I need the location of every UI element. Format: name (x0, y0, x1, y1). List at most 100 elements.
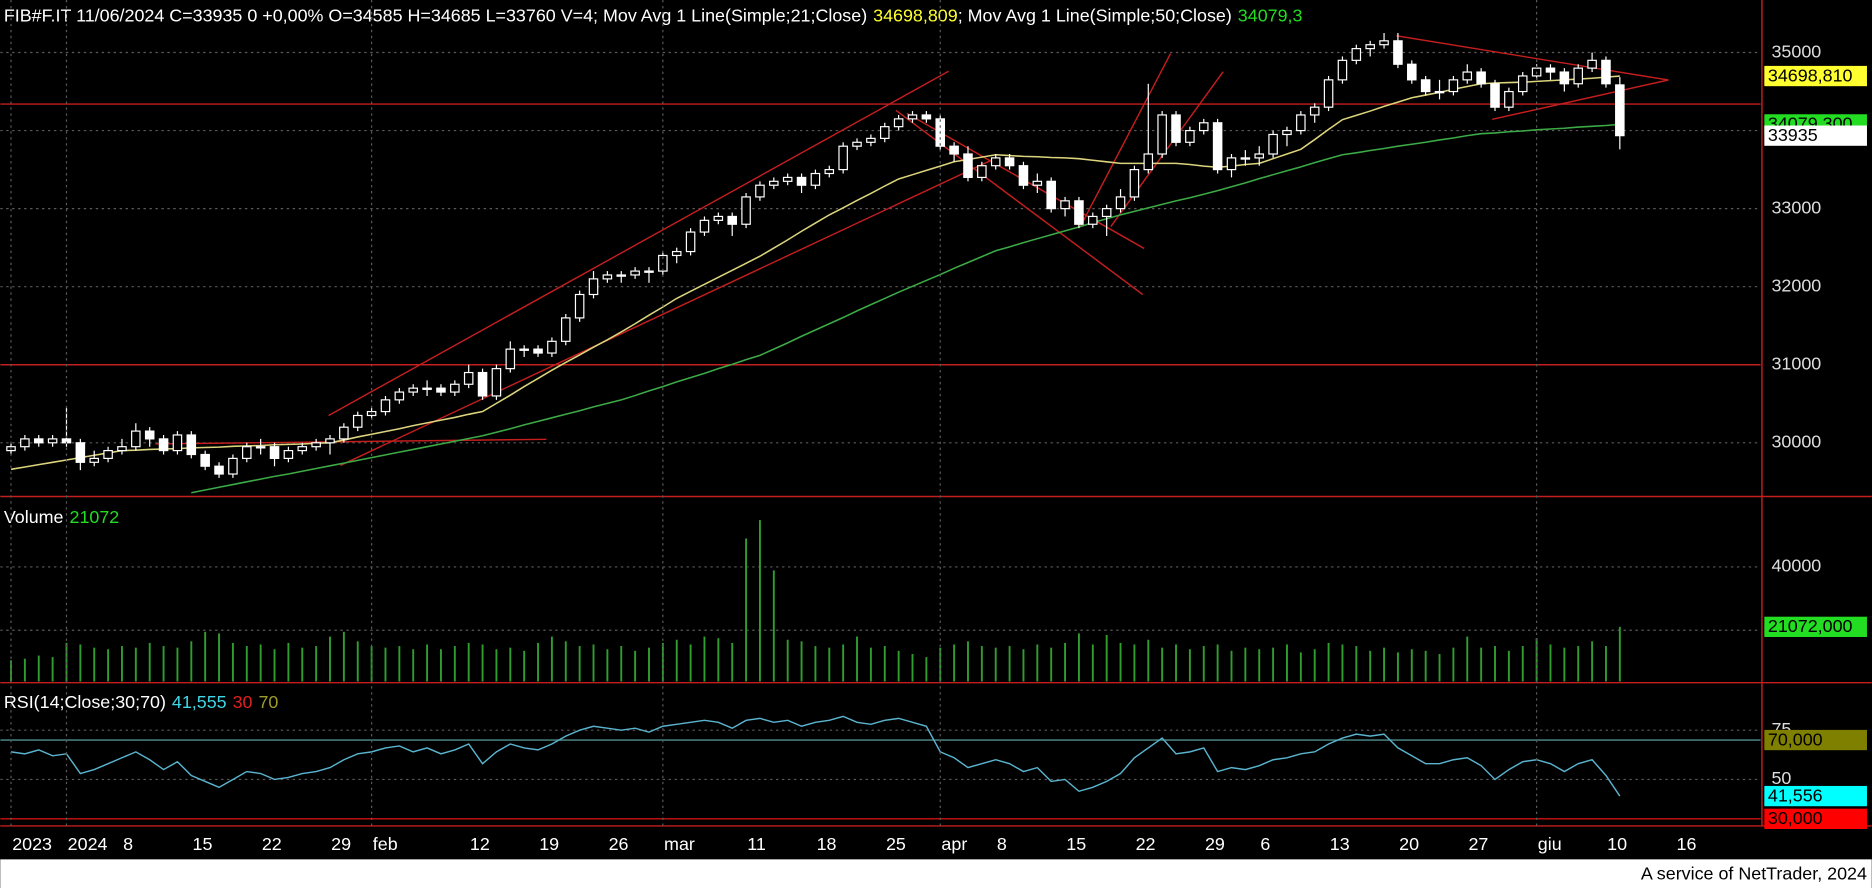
x-tick-label: 18 (817, 834, 837, 854)
candle-body (963, 153, 973, 179)
candle-body (921, 114, 932, 120)
volume-bar (703, 636, 706, 682)
volume-bar (578, 646, 581, 682)
volume-bar (1341, 644, 1344, 682)
value-tag (1764, 616, 1867, 637)
volume-bar (51, 657, 54, 682)
header-part: ; Mov Avg 1 Line(Simple;50;Close) (958, 5, 1232, 25)
volume-bar (634, 650, 637, 682)
volume-bar (1549, 644, 1552, 682)
volume-bar (10, 660, 12, 682)
candle-body (242, 446, 252, 460)
volume-bar (1605, 646, 1607, 682)
trend-line (1396, 35, 1669, 81)
candle-body (866, 137, 876, 143)
trend-line (328, 70, 949, 417)
volume-bar (689, 644, 692, 682)
volume-bar (509, 647, 512, 682)
volume-bar (467, 642, 470, 682)
candle-body (186, 434, 197, 456)
volume-bar (1050, 647, 1053, 682)
candle-body (810, 172, 821, 186)
header-part: 30 (233, 692, 253, 712)
candle-body (1587, 59, 1597, 69)
candle-body (1018, 165, 1029, 186)
candle-body (1462, 71, 1473, 81)
volume-bar (620, 646, 623, 682)
candle-body (103, 450, 113, 460)
candle-body (893, 118, 904, 128)
candle-body (75, 442, 86, 463)
volume-bar (1272, 647, 1275, 682)
volume-bar (772, 570, 775, 682)
trend-line (155, 438, 547, 445)
candle-body (1337, 59, 1348, 81)
candle-body (782, 176, 793, 182)
volume-bar (245, 646, 248, 682)
candle-body (1420, 79, 1431, 93)
candle-body (394, 391, 405, 401)
volume-bar (273, 649, 276, 682)
volume-bar (218, 633, 220, 682)
candle-body (1074, 200, 1084, 225)
volume-bar (980, 646, 983, 682)
candle-body (422, 387, 432, 390)
candle-body (1323, 79, 1334, 108)
volume-bar (842, 644, 845, 682)
candle-body (311, 442, 321, 448)
x-tick-label: 25 (886, 834, 906, 854)
volume-bar (412, 649, 415, 682)
x-tick-label: 13 (1330, 834, 1350, 854)
volume-bar (176, 647, 179, 682)
volume-bar (301, 647, 304, 682)
volume-bar (1424, 650, 1427, 682)
candle-body (1282, 129, 1292, 136)
volume-bar (814, 646, 817, 682)
volume-bar (1008, 646, 1011, 682)
candle-body (144, 430, 155, 440)
volume-bar (1244, 647, 1247, 682)
volume-bar (93, 647, 96, 682)
x-tick-label: 16 (1677, 834, 1697, 854)
candle-body (297, 446, 308, 452)
value-tag-label: 34698,810 (1768, 65, 1853, 85)
candle-body (228, 457, 238, 475)
volume-bar (1480, 647, 1483, 682)
candle-body (852, 141, 862, 147)
footer-strip (0, 859, 1872, 888)
x-tick-label: 15 (1066, 834, 1086, 854)
volume-bar (1410, 649, 1413, 682)
plot-area (0, 715, 1761, 820)
volume-bar (23, 658, 26, 682)
volume-bar (745, 538, 748, 682)
candle-body (158, 438, 169, 452)
volume-bar (550, 636, 553, 682)
candle-body (1601, 59, 1611, 85)
volume-bar (121, 646, 123, 682)
volume-bar (883, 646, 886, 682)
candle-body (436, 387, 446, 393)
x-tick-label: 20 (1399, 834, 1419, 854)
candle-body (255, 446, 266, 449)
candle-body (450, 383, 460, 393)
candle-body (1143, 153, 1154, 171)
candle-body (1198, 122, 1209, 132)
y-tick-label: 33000 (1771, 197, 1821, 217)
trend-line (1079, 53, 1172, 227)
candle-body (1032, 180, 1043, 186)
candle-body (1254, 153, 1265, 159)
candle-body (1046, 180, 1056, 210)
candle-body (117, 446, 127, 452)
candle-body (1517, 75, 1528, 93)
volume-bar (800, 641, 803, 682)
volume-bar (1258, 649, 1261, 682)
volume-bar (384, 647, 387, 682)
volume-bar (1494, 646, 1496, 682)
volume-bar (1452, 647, 1455, 682)
volume-bar (911, 653, 914, 682)
volume-bar (426, 644, 429, 682)
volume-bar (1577, 646, 1580, 682)
x-tick-label: 2024 (68, 834, 108, 854)
candle-body (977, 165, 987, 179)
candle-body (879, 126, 890, 139)
